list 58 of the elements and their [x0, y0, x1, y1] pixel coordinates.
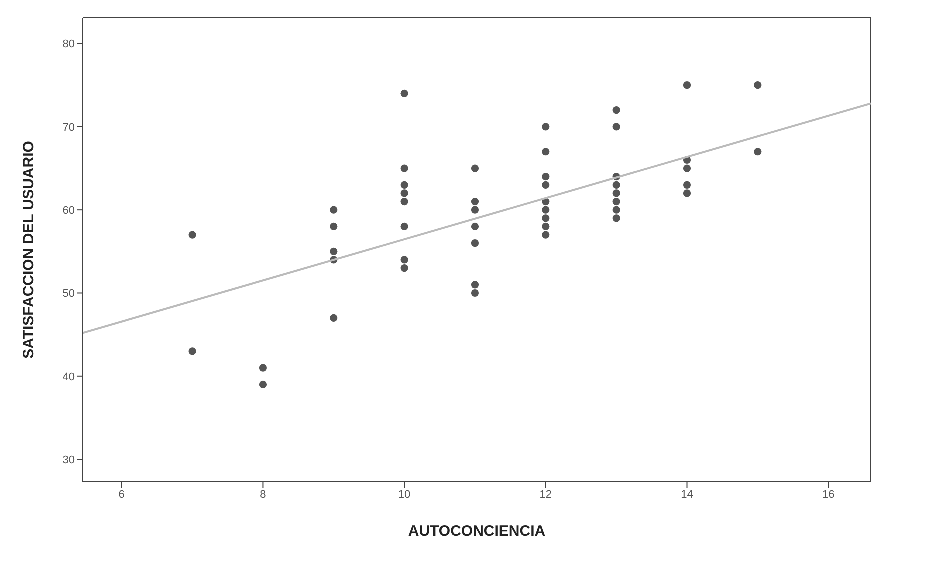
x-axis-title: AUTOCONCIENCIA: [408, 523, 546, 540]
point: [400, 256, 408, 264]
point: [612, 198, 620, 206]
x-tick-label: 14: [681, 488, 694, 501]
point: [471, 206, 480, 214]
point: [754, 148, 762, 156]
y-tick-label: 70: [62, 122, 75, 134]
point: [612, 181, 620, 189]
x-tick-label: 6: [118, 488, 125, 501]
point: [471, 289, 480, 298]
point: [683, 181, 692, 189]
point: [188, 231, 196, 239]
point: [400, 164, 408, 172]
x-tick-label: 8: [260, 488, 266, 501]
point: [612, 214, 620, 222]
point: [612, 123, 620, 131]
point: [188, 348, 196, 356]
y-tick-label: 50: [62, 288, 75, 300]
point: [542, 222, 550, 231]
y-tick-label: 40: [62, 371, 75, 384]
y-tick-label: 60: [62, 204, 75, 217]
point: [400, 198, 408, 206]
point: [683, 164, 692, 172]
x-tick-label: 16: [822, 488, 835, 501]
point: [259, 364, 268, 372]
point: [400, 222, 408, 231]
point: [542, 206, 550, 214]
point: [754, 82, 762, 90]
x-tick-label: 10: [398, 488, 411, 501]
point: [542, 123, 550, 131]
point: [330, 314, 338, 322]
point: [683, 190, 692, 198]
point: [471, 240, 480, 248]
point: [400, 90, 408, 98]
point: [400, 190, 408, 198]
point: [542, 181, 550, 189]
point: [542, 231, 550, 239]
point: [683, 82, 692, 90]
y-axis-title: SATISFACCION DEL USUARIO: [20, 140, 38, 359]
point: [400, 181, 408, 189]
point: [400, 264, 408, 272]
point: [330, 248, 338, 256]
point: [612, 106, 620, 114]
point: [542, 214, 550, 222]
point: [471, 198, 480, 206]
y-tick-label: 80: [62, 38, 75, 51]
point: [542, 148, 550, 156]
point: [330, 222, 338, 231]
point: [471, 164, 480, 172]
point: [612, 190, 620, 198]
point: [330, 206, 338, 214]
x-tick-label: 12: [540, 488, 552, 501]
point: [471, 222, 480, 231]
y-tick-label: 30: [62, 454, 75, 466]
point: [259, 380, 268, 389]
point: [542, 173, 550, 181]
point: [471, 281, 480, 289]
point: [612, 206, 620, 214]
